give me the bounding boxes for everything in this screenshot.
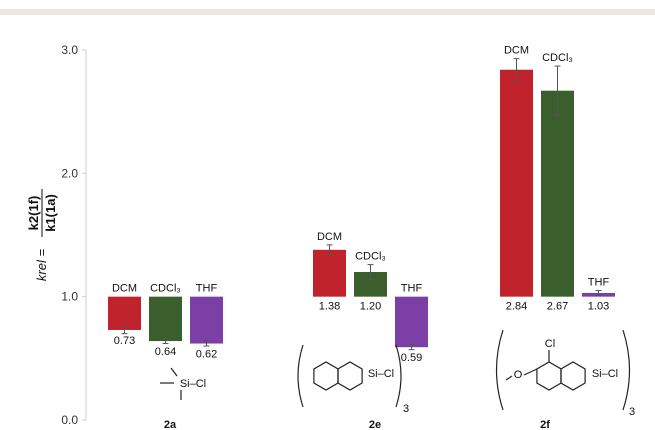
structure-2f-subscript: 3 — [629, 406, 635, 418]
value-label: 0.59 — [401, 352, 422, 364]
y-axis-label: krel = k2(1f) k1(1a) — [26, 189, 58, 281]
series-label-cdcl3: CDCl₃ — [355, 251, 386, 263]
structure-2f-paren-right — [622, 329, 631, 411]
series-label-cdcl3: CDCl₃ — [542, 52, 573, 64]
structure-2f-ring — [560, 361, 586, 391]
series-label-cdcl3: CDCl₃ — [150, 283, 181, 295]
structure-2e-label: Si–Cl — [368, 368, 394, 380]
bar-2a-thf — [190, 296, 223, 344]
structure-2f-cl-label: Cl — [545, 338, 555, 350]
value-label: 0.73 — [114, 335, 135, 347]
y-label-denominator: k1(1a) — [43, 194, 58, 232]
structure-2f-bond — [523, 368, 538, 376]
value-label: 0.64 — [155, 346, 176, 358]
structure-2e-ring — [337, 361, 363, 391]
y-tick-label: 3.0 — [61, 43, 78, 57]
structure-2e-paren-left — [297, 344, 304, 408]
series-label-dcm: DCM — [504, 45, 529, 57]
category-label-2e: 2e — [369, 419, 381, 430]
structure-2e-subscript: 3 — [403, 403, 409, 415]
value-label: 1.38 — [319, 301, 340, 313]
structure-2f-label: Si–Cl — [592, 368, 618, 380]
bar-2e-dcm — [313, 249, 346, 297]
structure-2f-ring — [536, 361, 562, 391]
series-label-thf: THF — [588, 277, 610, 289]
bar-2f-dcm — [500, 69, 533, 297]
y-label-lhs: krel = — [34, 249, 49, 282]
structure-2e-paren-right — [395, 344, 402, 408]
value-label: 0.62 — [196, 349, 217, 361]
y-label-numerator: k2(1f) — [26, 196, 41, 231]
structure-2f-paren-left — [495, 329, 504, 411]
bar-2f-cdcl3 — [541, 90, 574, 297]
bar-2a-cdcl3 — [149, 296, 182, 342]
value-label: 1.20 — [360, 301, 381, 313]
series-label-thf: THF — [401, 283, 423, 295]
top-divider — [0, 9, 655, 15]
structure-2e-ring — [313, 361, 339, 391]
y-tick-label: 1.0 — [61, 290, 78, 304]
value-label: 2.84 — [506, 301, 527, 313]
series-label-thf: THF — [196, 283, 218, 295]
bar-2e-thf — [395, 296, 428, 348]
structure-2a-bond — [170, 367, 178, 377]
y-tick-label: 2.0 — [61, 166, 78, 180]
structure-2f-o-label: O — [514, 369, 523, 381]
value-label: 2.67 — [547, 301, 568, 313]
structure-2a-label: Si–Cl — [180, 378, 206, 390]
category-label-2a: 2a — [164, 419, 177, 430]
category-label-2f: 2f — [540, 419, 550, 430]
series-label-dcm: DCM — [112, 283, 137, 295]
value-label: 1.03 — [588, 301, 609, 313]
bar-2a-dcm — [108, 296, 141, 330]
structure-2f-bond — [505, 375, 513, 381]
series-label-dcm: DCM — [317, 231, 342, 243]
y-tick-label: 0.0 — [61, 413, 78, 427]
